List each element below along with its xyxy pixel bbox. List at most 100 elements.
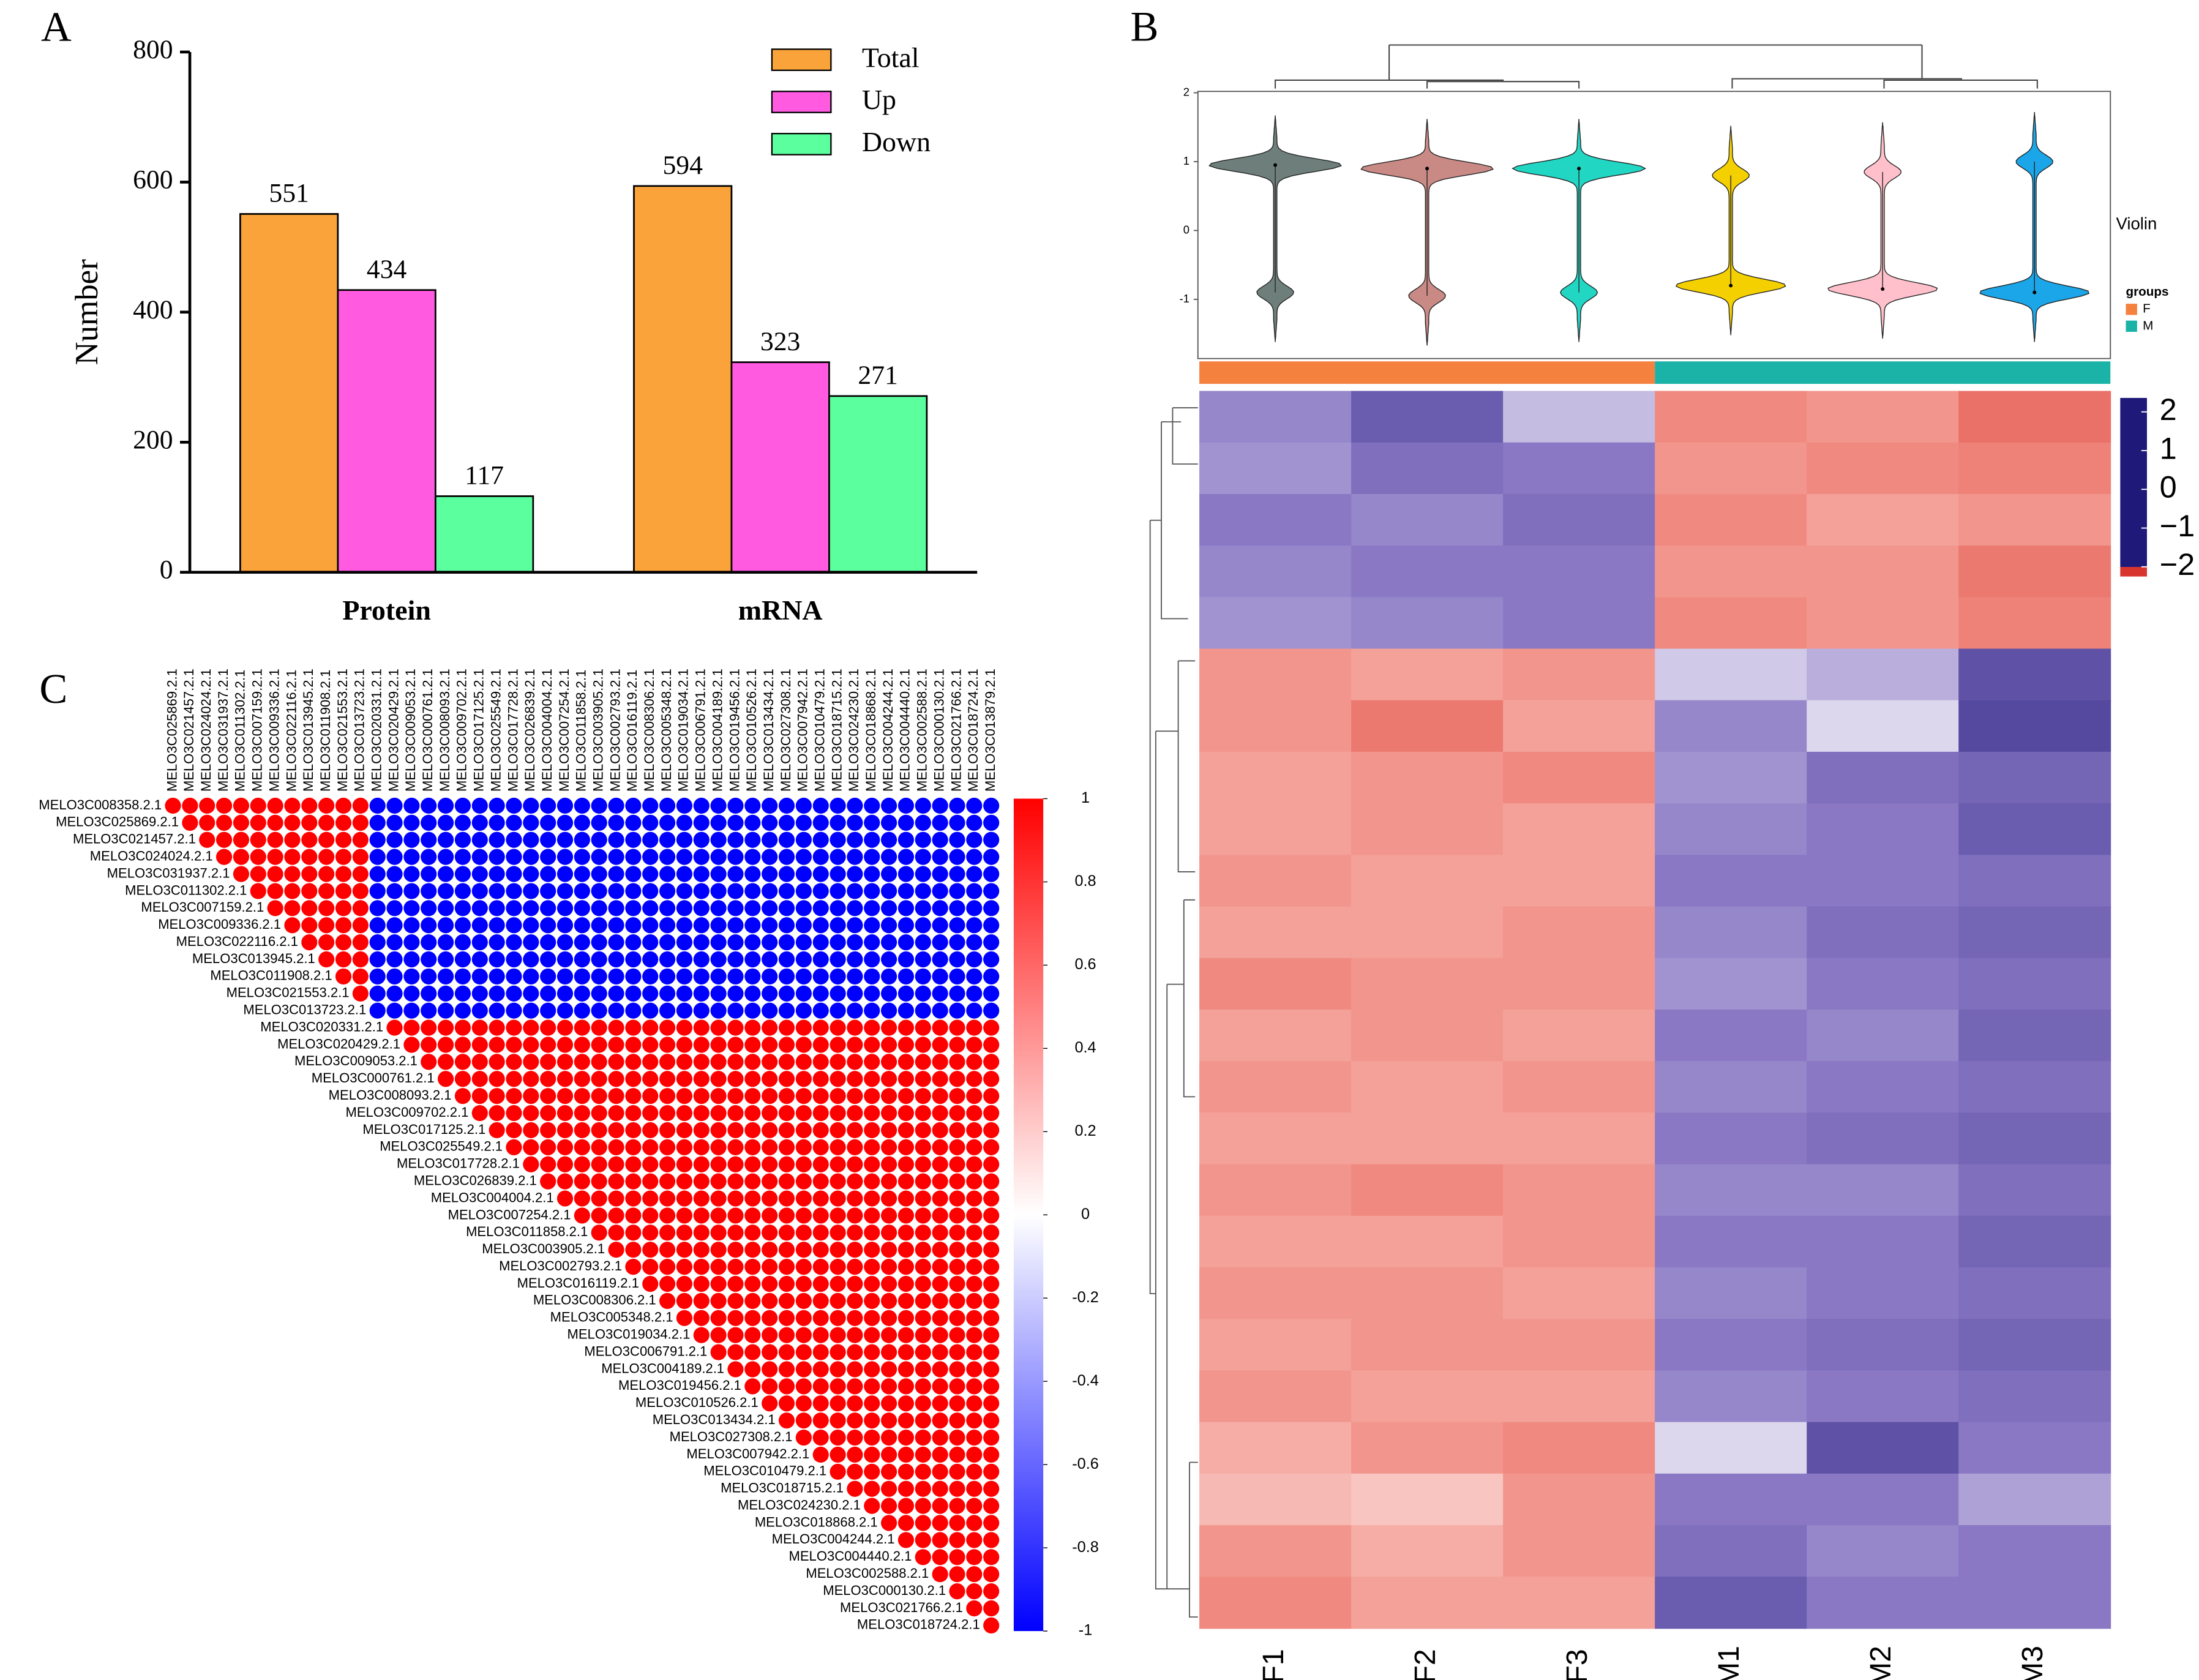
row-label: MELO3C024230.2.1: [738, 1497, 861, 1512]
correlation-dot: [710, 1344, 727, 1360]
correlation-dot: [642, 1156, 659, 1172]
correlation-dot: [830, 1395, 846, 1412]
correlation-dot: [489, 900, 505, 917]
correlation-dot: [744, 866, 761, 882]
column-label: MELO3C000130.2.1: [931, 669, 946, 792]
correlation-dot: [727, 900, 744, 917]
correlation-dot: [710, 1275, 727, 1292]
column-label: MELO3C010526.2.1: [744, 669, 759, 792]
correlation-dot: [727, 917, 744, 934]
correlation-dot: [574, 1104, 590, 1122]
correlation-dot: [421, 951, 437, 968]
correlation-dot: [949, 985, 965, 1002]
correlation-dot: [983, 1617, 1000, 1633]
correlation-dot: [812, 814, 829, 831]
correlation-dot: [983, 1429, 1000, 1446]
correlation-dot: [284, 797, 301, 814]
correlation-dot: [932, 1207, 948, 1224]
heatmap-cell: [1199, 906, 1352, 959]
correlation-dot: [301, 900, 318, 917]
correlation-dot: [880, 1156, 897, 1172]
column-label: MELO3C019456.2.1: [727, 669, 742, 792]
correlation-dot: [966, 1395, 983, 1412]
correlation-dot: [864, 917, 880, 934]
correlation-dot: [847, 849, 863, 865]
correlation-dot: [676, 1122, 693, 1139]
correlation-dot: [421, 883, 437, 899]
heatmap-cell: [1655, 1215, 1808, 1268]
column-label: MELO3C022116.2.1: [283, 670, 299, 792]
colorbar-tick-label: 0.4: [1074, 1039, 1096, 1056]
correlation-dot: [165, 797, 181, 814]
column-label: MELO3C020331.2.1: [369, 669, 384, 792]
correlation-dot: [812, 1156, 829, 1172]
heatmap-cell: [1807, 1525, 1960, 1578]
heatmap-cell: [1807, 442, 1960, 495]
correlation-dot: [932, 1361, 948, 1378]
correlation-dot: [506, 814, 522, 831]
correlation-dot: [880, 1071, 897, 1087]
correlation-dot: [847, 1480, 863, 1497]
correlation-dot: [556, 1190, 574, 1207]
correlation-dot: [676, 1002, 693, 1019]
correlation-dot: [966, 900, 983, 917]
correlation-dot: [915, 1498, 931, 1514]
correlation-dot: [949, 1378, 965, 1395]
correlation-dot: [949, 883, 965, 899]
correlation-dot: [795, 1104, 812, 1122]
correlation-dot: [915, 1037, 931, 1053]
correlation-dot: [489, 1019, 505, 1036]
correlation-dot: [983, 814, 1000, 831]
correlation-dot: [625, 1019, 642, 1036]
correlation-dot: [335, 917, 352, 934]
correlation-dot: [591, 814, 607, 831]
correlation-dot: [233, 814, 250, 831]
correlation-dot: [676, 866, 693, 882]
legend-swatch: [771, 133, 832, 156]
correlation-dot: [369, 866, 386, 882]
correlation-dot: [795, 1327, 812, 1343]
column-label: MELO3C021766.2.1: [948, 669, 964, 792]
correlation-dot: [386, 849, 403, 865]
heatmap-cell: [1351, 1112, 1504, 1165]
correlation-dot: [523, 1037, 539, 1053]
correlation-dot: [591, 1122, 607, 1139]
correlation-dot: [625, 831, 642, 848]
correlation-dot: [591, 866, 607, 882]
correlation-dot: [625, 1104, 642, 1122]
correlation-dot: [812, 1104, 829, 1122]
correlation-dot: [693, 1156, 710, 1172]
correlation-dot: [897, 1088, 915, 1104]
correlation-dot: [659, 1019, 676, 1036]
correlation-dot: [642, 1190, 659, 1207]
correlation-dot: [830, 1104, 846, 1122]
correlation-dot: [966, 1259, 983, 1275]
correlation-dot: [454, 883, 471, 899]
correlation-dot: [489, 883, 505, 899]
correlation-dot: [267, 814, 283, 831]
correlation-dot: [556, 900, 574, 917]
correlation-dot: [676, 849, 693, 865]
correlation-dot: [642, 797, 659, 814]
row-label: MELO3C005348.2.1: [550, 1310, 673, 1325]
correlation-dot: [454, 1088, 471, 1104]
correlation-dot: [676, 1054, 693, 1070]
column-label: MELO3C008093.2.1: [437, 669, 452, 792]
correlation-dot: [386, 917, 403, 934]
correlation-dot: [847, 1054, 863, 1070]
correlation-dot: [437, 951, 454, 968]
heatmap-cell: [1503, 546, 1656, 598]
correlation-dot: [437, 1054, 454, 1070]
correlation-dot: [608, 1104, 624, 1122]
heatmap-cell: [1199, 1473, 1352, 1526]
correlation-dot: [471, 917, 488, 934]
violin-legend-title: Violin: [2116, 214, 2157, 233]
correlation-dot: [710, 934, 727, 951]
correlation-dot: [250, 883, 266, 899]
correlation-dot: [403, 1019, 420, 1036]
correlation-dot: [506, 1019, 522, 1036]
heatmap-cell: [1958, 546, 2111, 598]
correlation-dot: [301, 849, 318, 865]
correlation-dot: [864, 1395, 880, 1412]
correlation-dot: [932, 934, 948, 951]
